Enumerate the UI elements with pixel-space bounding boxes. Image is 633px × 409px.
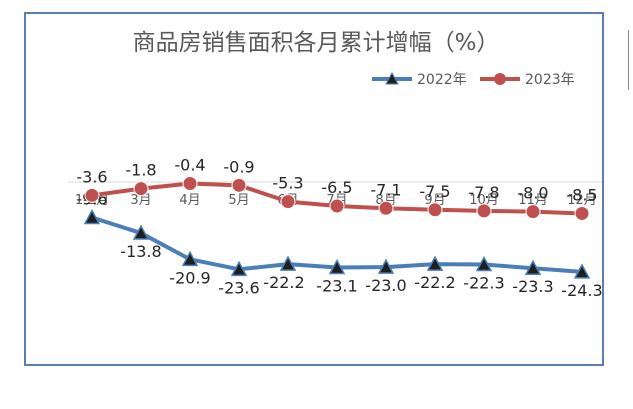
data-point-marker [378,200,394,216]
x-tick-label: 9月 [424,193,445,208]
data-point-marker [182,175,198,191]
data-label: -23.3 [512,277,553,296]
chart-frame [24,12,604,366]
series-layer: -9.6-13.8-20.9-23.6-22.2-23.1-23.0-22.2-… [76,155,602,299]
x-tick-label: 5月 [228,193,249,208]
data-label: -22.2 [263,273,304,292]
data-label: -22.2 [414,273,455,292]
data-point-marker [426,255,444,271]
data-point-marker [83,208,101,225]
data-point-marker [377,258,395,274]
data-label: -0.4 [174,155,205,174]
data-point-marker [525,204,541,220]
data-point-marker [574,205,590,221]
data-point-marker [427,202,443,218]
data-label: -5.3 [272,174,303,193]
data-label: -0.9 [223,157,254,176]
x-tick-label: 12月 [567,193,597,208]
data-label: -8.5 [566,185,597,204]
data-label: -1.8 [125,161,156,180]
data-label: -23.0 [365,276,406,295]
data-point-marker [573,263,591,279]
data-point-marker [132,224,150,240]
data-point-marker [84,187,100,203]
data-point-marker [328,258,346,275]
data-point-marker [524,259,542,275]
data-label: -7.1 [370,180,401,199]
legend-label: 2023年 [525,72,575,88]
data-label: -23.1 [316,276,357,295]
chart-title: 商品房销售面积各月累计增幅（%） [133,30,500,56]
data-label: -3.6 [76,167,107,186]
data-label: -20.9 [169,268,210,287]
legend-marker [385,71,399,85]
data-point-marker [279,255,297,271]
x-tick-label: 11月 [518,193,548,208]
data-label: -7.8 [468,183,499,202]
data-point-marker [476,203,492,219]
data-point-marker [280,194,296,210]
x-tick-label: 10月 [469,193,499,208]
data-label: -8.0 [517,184,548,203]
legend: 2022年 2023年 [372,71,575,88]
x-tick-label: 4月 [179,193,200,208]
data-point-marker [329,198,345,214]
x-tick-label: 3月 [130,193,151,208]
legend-marker [494,73,506,85]
data-label: -24.3 [561,281,602,300]
data-point-marker [230,260,248,277]
data-point-marker [181,250,199,267]
data-point-marker [475,255,493,272]
legend-label: 2022年 [417,72,467,88]
data-label: -6.5 [321,178,352,197]
data-point-marker [133,181,149,197]
data-label: -13.8 [120,242,161,261]
data-label: -7.5 [419,182,450,201]
data-label: -23.6 [218,278,259,297]
frame-edge-line [628,30,629,90]
data-point-marker [231,177,247,193]
data-label: -22.3 [463,274,504,293]
